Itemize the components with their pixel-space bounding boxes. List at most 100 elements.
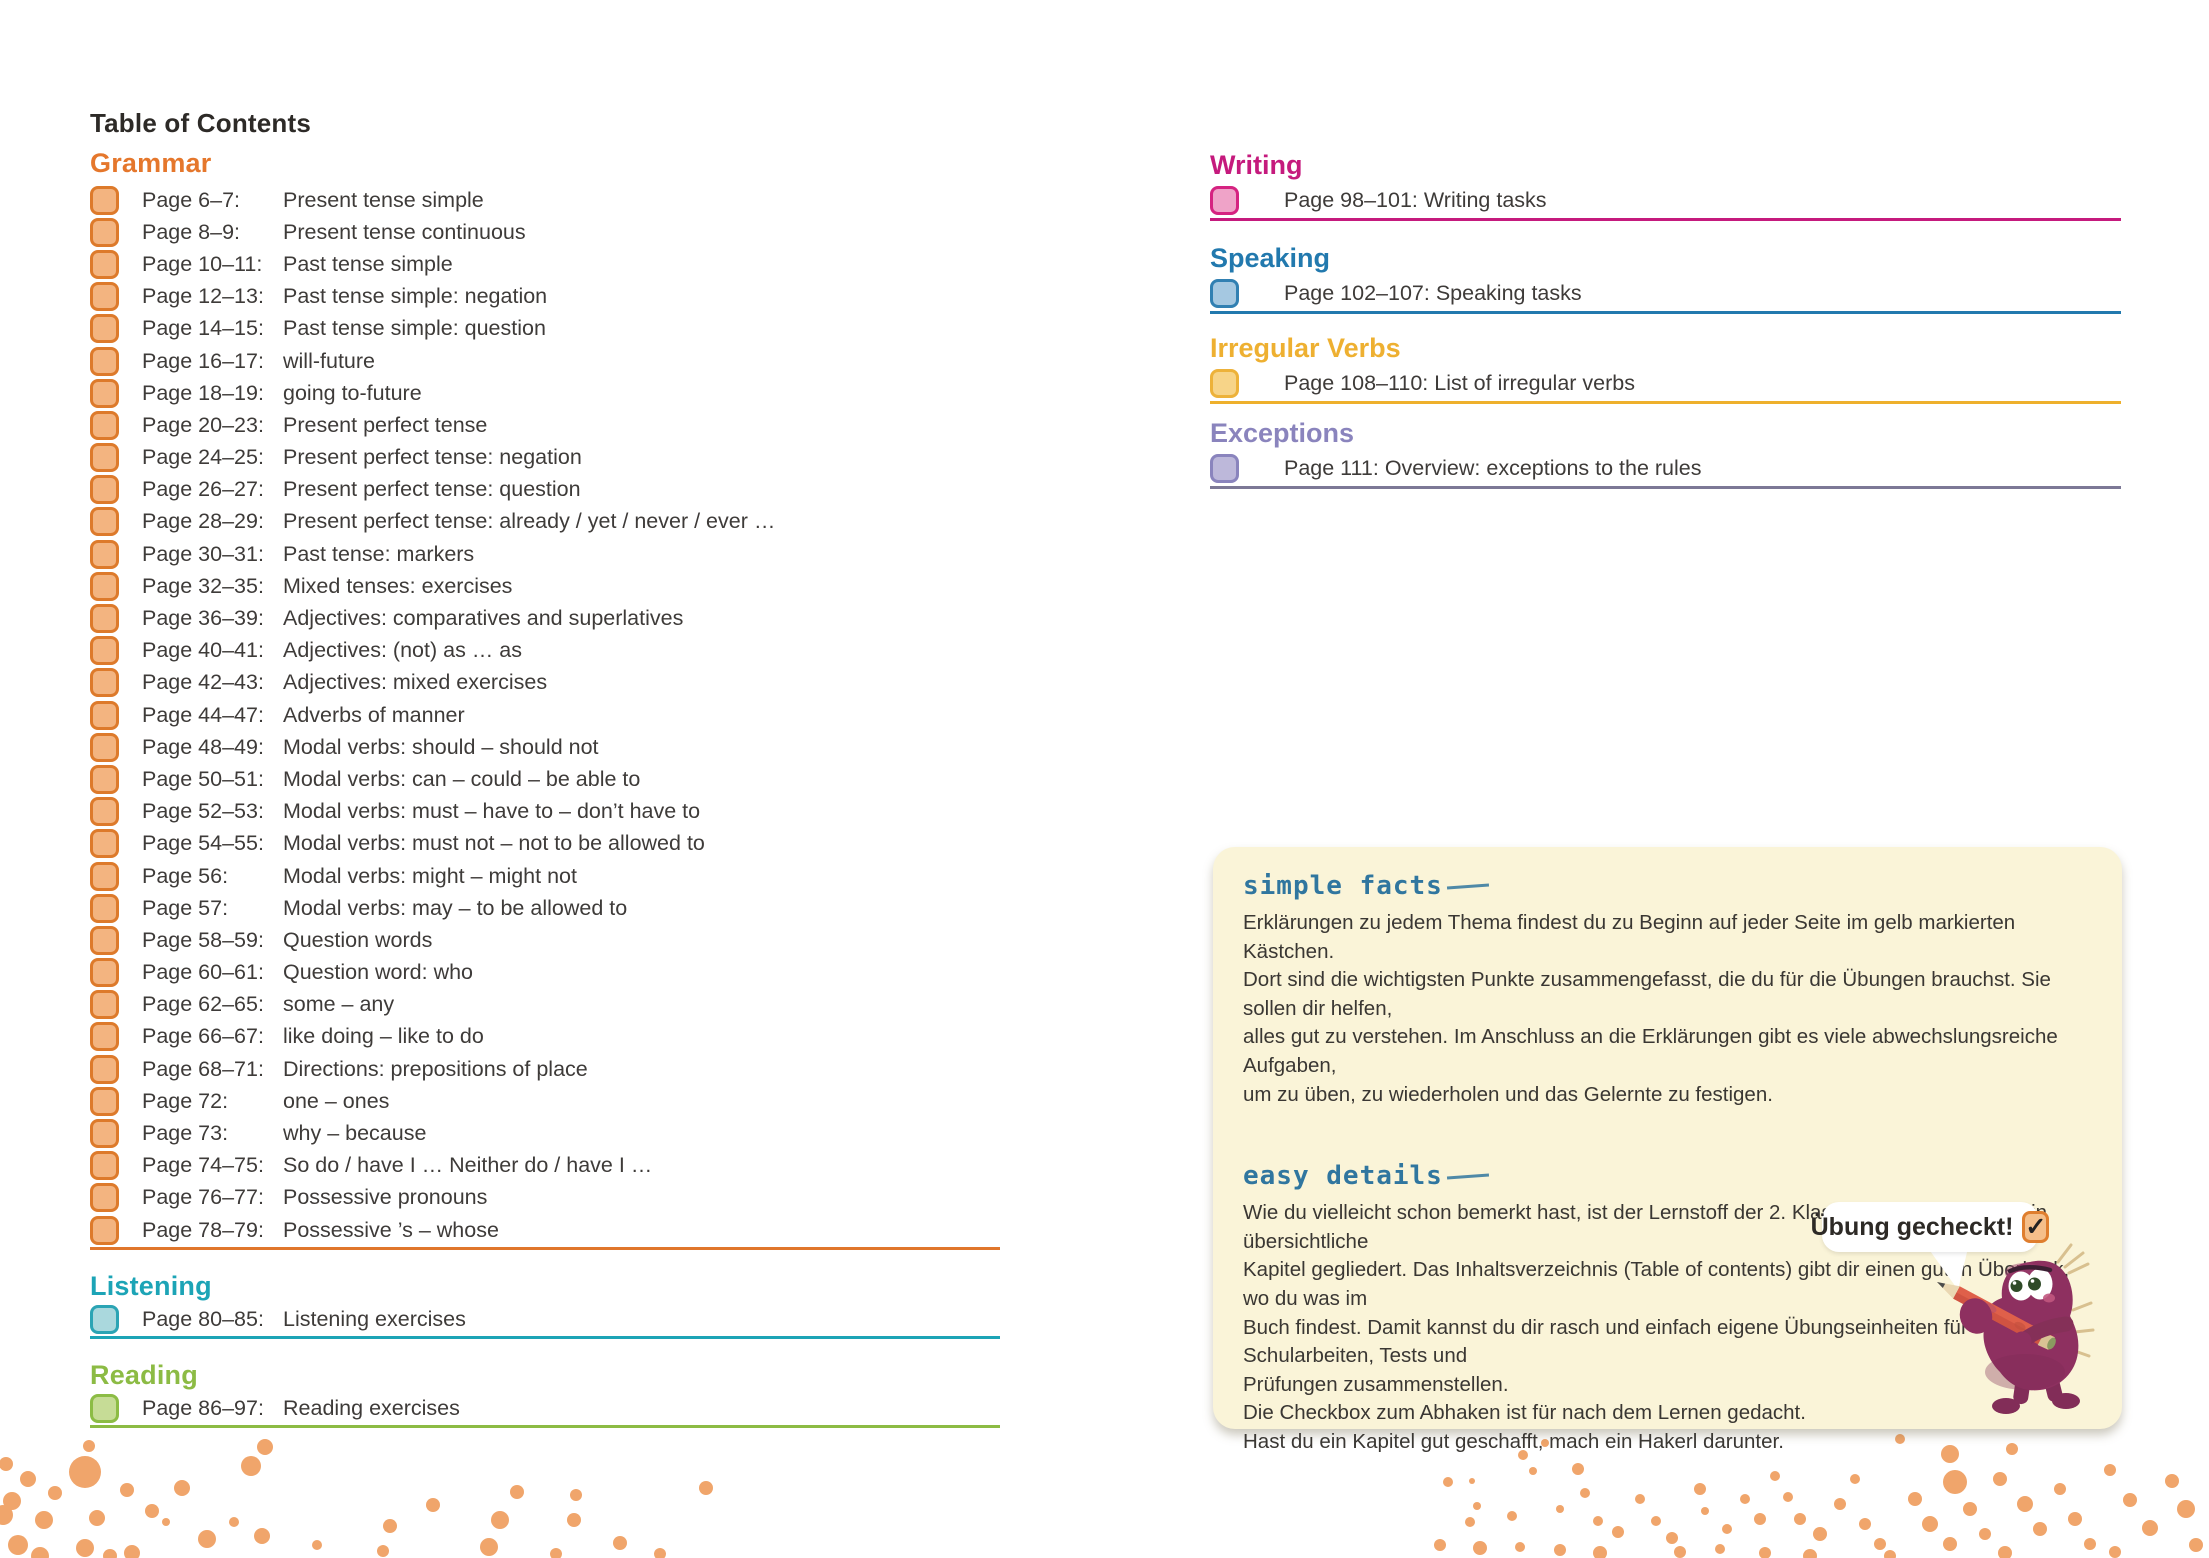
toc-row: Page 68–71: Directions: prepositions of p… <box>90 1053 1000 1085</box>
checkbox-grammar[interactable] <box>90 604 119 634</box>
info-text-line: Buch findest. Damit kannst du dir rasch … <box>1243 1315 1968 1368</box>
topic-title: Present perfect tense <box>283 412 488 437</box>
topic-title: Page 102–107: Speaking tasks <box>1284 281 1582 305</box>
checkbox-grammar[interactable] <box>90 861 119 891</box>
checkbox-grammar[interactable] <box>90 1086 119 1116</box>
info-text-line: Erklärungen zu jedem Thema findest du zu… <box>1243 911 2016 963</box>
topic-title: Page 111: Overview: exceptions to the ru… <box>1284 456 1702 480</box>
toc-row: Page 10–11: Past tense simple <box>90 248 1000 280</box>
checkbox-grammar[interactable] <box>90 539 119 569</box>
checkbox-grammar[interactable] <box>90 410 119 440</box>
section-rule-speaking <box>1210 311 2121 314</box>
checkbox-speaking[interactable] <box>1210 279 1239 308</box>
page-range: Page 66–67: <box>142 1024 264 1049</box>
checkbox-grammar[interactable] <box>90 282 119 312</box>
page-range: Page 74–75: <box>142 1153 264 1178</box>
section-heading-irregular-verbs: Irregular Verbs <box>1210 333 1401 363</box>
topic-title: Present perfect tense: negation <box>283 445 582 470</box>
checkbox-grammar[interactable] <box>90 1215 119 1245</box>
info-heading-simple-facts: simple facts <box>1243 871 2093 901</box>
topic-title: some – any <box>283 992 395 1017</box>
checkbox-grammar[interactable] <box>90 700 119 730</box>
checkbox-listening[interactable] <box>90 1304 119 1334</box>
toc-row: Page 16–17: will-future <box>90 345 1000 377</box>
toc-row: Page 74–75: So do / have I … Neither do /… <box>90 1150 1000 1182</box>
page-range: Page 36–39: <box>142 606 264 631</box>
checkbox-grammar[interactable] <box>90 1054 119 1084</box>
checkbox-grammar[interactable] <box>90 217 119 247</box>
toc-row: Page 78–79: Possessive ’s – whose <box>90 1214 1000 1246</box>
info-text-line: um zu üben, zu wiederholen und das Geler… <box>1243 1082 1773 1106</box>
toc-row: Page 30–31: Past tense: markers <box>90 538 1000 570</box>
checkbox-grammar[interactable] <box>90 571 119 601</box>
toc-row: Page 57: Modal verbs: may – to be allowed… <box>90 892 1000 924</box>
info-text-line: alles gut zu verstehen. Im Anschluss an … <box>1243 1025 2058 1077</box>
page-range: Page 73: <box>142 1121 229 1146</box>
topic-title: Modal verbs: must – have to – don’t have… <box>283 799 701 824</box>
page-range: Page 86–97: <box>142 1395 264 1420</box>
toc-row: Page 60–61: Question word: who <box>90 957 1000 989</box>
checkbox-grammar[interactable] <box>90 829 119 859</box>
topic-title: Past tense simple: negation <box>283 284 548 309</box>
checkbox-grammar[interactable] <box>90 475 119 505</box>
checkbox-grammar[interactable] <box>90 507 119 537</box>
toc-row: Page 62–65: some – any <box>90 989 1000 1021</box>
checkbox-grammar[interactable] <box>90 668 119 698</box>
page-range: Page 57: <box>142 895 229 920</box>
checkbox-grammar[interactable] <box>90 249 119 279</box>
toc-row: Page 28–29: Present perfect tense: alread… <box>90 506 1000 538</box>
toc-row: Page 72: one – ones <box>90 1085 1000 1117</box>
page-range: Page 14–15: <box>142 316 264 341</box>
topic-title: one – ones <box>283 1088 390 1113</box>
speech-bubble-label: Übung gecheckt! <box>1810 1212 2014 1241</box>
topic-title: Reading exercises <box>283 1395 460 1420</box>
checkbox-grammar[interactable] <box>90 1022 119 1052</box>
page-range: Page 20–23: <box>142 412 264 437</box>
checkbox-grammar[interactable] <box>90 314 119 344</box>
checkbox-writing[interactable] <box>1210 186 1239 215</box>
checkbox-grammar[interactable] <box>90 443 119 473</box>
toc-row: Page 102–107: Speaking tasks <box>1210 277 2121 310</box>
checkbox-grammar[interactable] <box>90 893 119 923</box>
page-range: Page 68–71: <box>142 1056 264 1081</box>
checkbox-grammar[interactable] <box>90 958 119 988</box>
checkbox-exceptions[interactable] <box>1210 454 1239 483</box>
checkbox-grammar[interactable] <box>90 1183 119 1213</box>
speech-bubble: Übung gecheckt! ✓ <box>1811 1202 2050 1252</box>
topic-title: Adjectives: (not) as … as <box>283 638 522 663</box>
checkmark-icon: ✓ <box>2025 1212 2047 1241</box>
checkbox-irregular-verbs[interactable] <box>1210 369 1239 398</box>
page-range: Page 16–17: <box>142 348 264 373</box>
checkbox-grammar[interactable] <box>90 636 119 666</box>
section-rule-writing <box>1210 218 2121 221</box>
info-heading-easy-details: easy details <box>1243 1161 2093 1191</box>
topic-title: Mixed tenses: exercises <box>283 573 513 598</box>
checkbox-reading[interactable] <box>90 1393 119 1423</box>
topic-title: Listening exercises <box>283 1306 466 1331</box>
checkbox-grammar[interactable] <box>90 1119 119 1149</box>
checkbox-grammar[interactable] <box>90 1151 119 1181</box>
section-rows-grammar: Page 6–7: Present tense simple Page 8–9: Pr… <box>90 184 1000 1251</box>
topic-title: Question word: who <box>283 960 474 985</box>
checkbox-grammar[interactable] <box>90 925 119 955</box>
checkbox-grammar[interactable] <box>90 797 119 827</box>
checkbox-grammar[interactable] <box>90 346 119 376</box>
topic-title: Adverbs of manner <box>283 702 465 727</box>
section-heading-writing: Writing <box>1210 150 1303 180</box>
checkbox-grammar[interactable] <box>90 764 119 794</box>
topic-title: like doing – like to do <box>283 1024 484 1049</box>
section-heading-reading: Reading <box>90 1360 198 1390</box>
page-range: Page 54–55: <box>142 831 264 856</box>
checkbox-grammar[interactable] <box>90 990 119 1020</box>
section-rule-reading <box>90 1425 1000 1429</box>
info-text-line: Die Checkbox zum Abhaken ist für nach de… <box>1243 1401 1806 1425</box>
toc-row: Page 52–53: Modal verbs: must – have to –… <box>90 796 1000 828</box>
toc-row: Page 44–47: Adverbs of manner <box>90 699 1000 731</box>
checkbox-grammar[interactable] <box>90 378 119 408</box>
toc-row: Page 76–77: Possessive pronouns <box>90 1182 1000 1214</box>
mascot-monster <box>1937 1243 2095 1414</box>
checkbox-grammar[interactable] <box>90 185 119 215</box>
toc-row: Page 42–43: Adjectives: mixed exercises <box>90 667 1000 699</box>
topic-title: Modal verbs: should – should not <box>283 734 599 759</box>
checkbox-grammar[interactable] <box>90 732 119 762</box>
